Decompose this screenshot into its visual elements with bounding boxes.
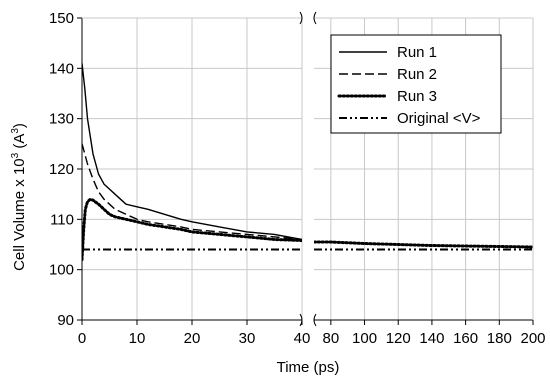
series-line-run-3 [82,197,302,262]
y-tick-label: 110 [50,211,74,228]
x-axis-title: Time (ps) [277,359,340,376]
y-axis-title-end: ) [11,123,28,128]
legend-label: Run 3 [397,88,437,105]
series-line-run-1 [82,63,302,241]
x-tick-label: 40 [294,330,311,347]
axis-break-top-right [313,11,317,25]
x-tick-label: 100 [352,330,377,347]
legend: Run 1 Run 2 Run 3 Original <V> [330,34,502,134]
legend-label: Original <V> [397,110,481,127]
y-tick-label: 130 [49,111,74,128]
x-tick-label: 120 [386,330,411,347]
series-line-run-2 [82,143,302,241]
x-tick-label: 20 [184,330,201,347]
series-layer [82,63,533,262]
y-axis-title: Cell Volume x 103 (A3) [10,123,28,271]
x-tick-label: 80 [323,330,340,347]
x-tick-label: 180 [487,330,512,347]
x-tick-label: 160 [453,330,478,347]
y-tick-label: 140 [49,60,74,77]
x-tick-label: 0 [78,330,86,347]
x-tick-label: 200 [520,330,545,347]
y-tick-label: 90 [57,312,74,329]
y-axis-title-sup2: 3 [10,128,21,134]
x-tick-label: 140 [419,330,444,347]
axis-break-bottom-left [299,313,303,327]
y-tick-label: 120 [49,161,74,178]
y-axis-title-sup: 3 [10,152,21,158]
series-line-run-3-right [314,240,533,249]
x-tick-label: 10 [129,330,146,347]
y-axis-title-after: (A [11,134,28,153]
y-tick-label: 100 [49,262,74,279]
y-tick-label: 150 [49,10,74,27]
legend-label: Run 1 [397,44,437,61]
axes-layer [77,11,534,327]
axis-break-bottom-right [313,313,317,327]
tick-labels: 90 100 110 120 130 140 150 0 10 20 30 40 80 100 120 140… [49,10,546,347]
y-axis-title-main: Cell Volume x 10 [11,158,28,271]
axis-break-top-left [299,11,303,25]
legend-label: Run 2 [397,66,437,83]
x-tick-label: 30 [239,330,256,347]
